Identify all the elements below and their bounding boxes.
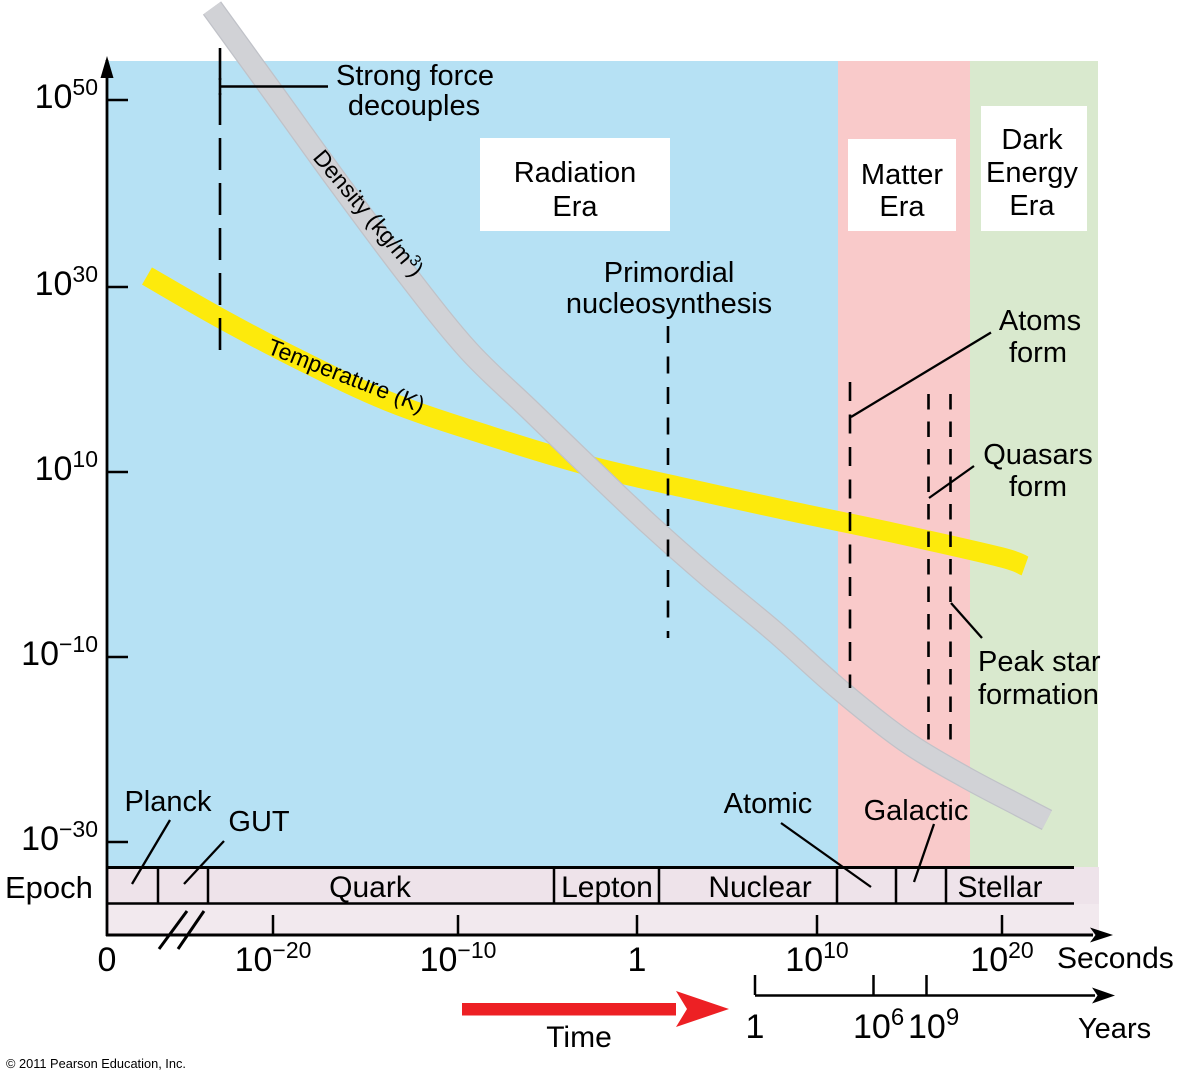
svg-text:1: 1 (628, 941, 647, 979)
svg-text:Years: Years (1078, 1013, 1151, 1045)
svg-text:form: form (1009, 471, 1067, 503)
svg-text:Stellar: Stellar (957, 871, 1042, 904)
svg-text:0: 0 (98, 941, 117, 979)
svg-text:Era: Era (1009, 190, 1055, 222)
svg-text:Planck: Planck (124, 786, 212, 818)
svg-text:Strong force: Strong force (336, 60, 494, 92)
svg-text:1: 1 (746, 1008, 765, 1046)
svg-text:© 2011 Pearson Education, Inc.: © 2011 Pearson Education, Inc. (6, 1056, 186, 1071)
svg-text:Atoms: Atoms (999, 305, 1081, 337)
svg-text:Peak star: Peak star (978, 646, 1101, 678)
svg-text:form: form (1009, 337, 1067, 369)
svg-text:nucleosynthesis: nucleosynthesis (566, 288, 772, 320)
svg-text:Lepton: Lepton (561, 871, 653, 904)
svg-text:Time: Time (546, 1021, 612, 1054)
svg-text:formation: formation (978, 679, 1099, 711)
svg-text:Matter: Matter (861, 159, 944, 191)
svg-text:Atomic: Atomic (724, 788, 813, 820)
svg-text:Dark: Dark (1001, 124, 1063, 156)
svg-text:1030: 1030 (35, 261, 98, 303)
svg-text:Energy: Energy (986, 157, 1078, 189)
svg-text:Era: Era (879, 191, 925, 223)
svg-text:Radiation: Radiation (514, 157, 637, 189)
svg-text:Quasars: Quasars (983, 439, 1093, 471)
svg-text:10−20: 10−20 (235, 937, 312, 979)
svg-text:decouples: decouples (348, 90, 480, 122)
svg-text:Quark: Quark (329, 871, 412, 904)
svg-text:GUT: GUT (228, 806, 290, 838)
svg-text:Seconds: Seconds (1057, 942, 1174, 975)
svg-text:Era: Era (552, 191, 598, 223)
svg-text:Nuclear: Nuclear (708, 871, 811, 904)
svg-text:Galactic: Galactic (864, 795, 969, 827)
svg-text:Primordial: Primordial (604, 257, 735, 289)
svg-text:Epoch: Epoch (5, 870, 93, 905)
